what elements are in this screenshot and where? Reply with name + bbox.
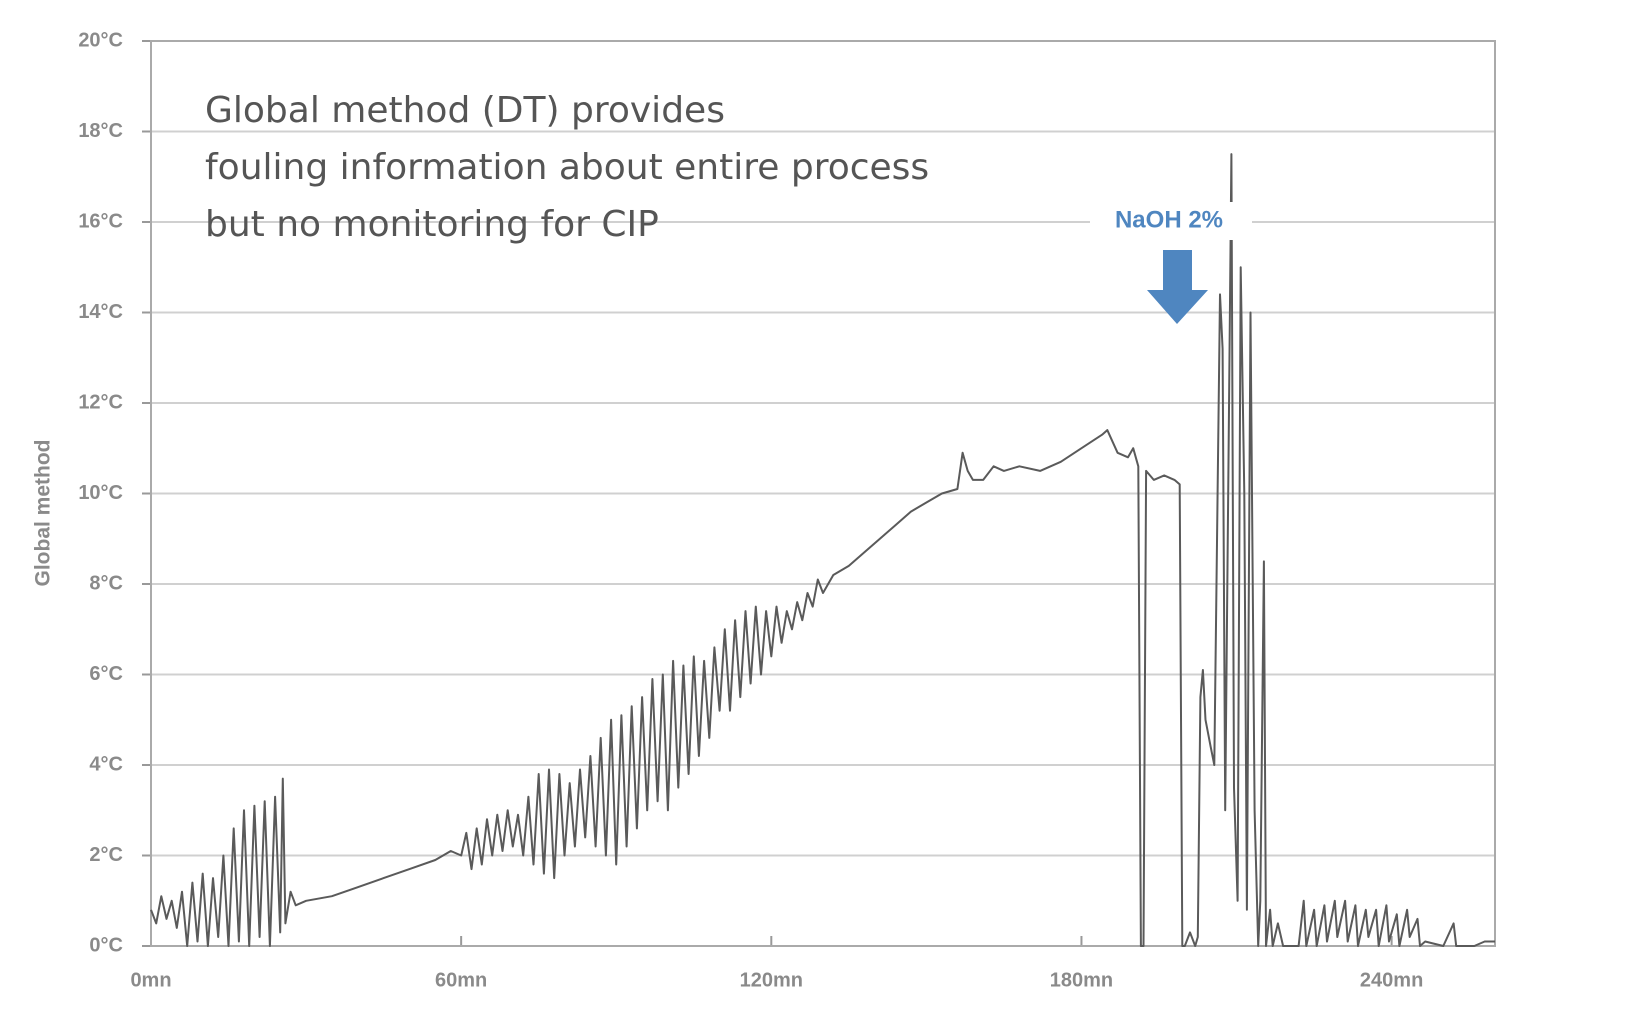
x-tick-label: 0mn	[130, 969, 171, 991]
x-tick-label: 120mn	[740, 969, 803, 991]
y-tick-label: 18°C	[78, 120, 123, 142]
y-tick-label: 8°C	[89, 572, 123, 594]
y-tick-label: 2°C	[89, 844, 123, 866]
plot-frame	[150, 40, 1496, 947]
annotation: fouling information about entire process	[205, 147, 929, 188]
annotation: Global method (DT) provides	[205, 90, 725, 131]
y-axis-label: Global method	[32, 440, 55, 587]
marker-label-bg	[1090, 202, 1252, 240]
data-line	[150, 153, 1495, 947]
y-tick-label: 14°C	[78, 301, 123, 323]
y-tick-label: 6°C	[89, 663, 123, 685]
marker-arrow-shaft	[1163, 250, 1192, 292]
annotation: but no monitoring for CIP	[205, 204, 659, 245]
marker-arrow-head	[1147, 290, 1208, 324]
marker-label: NaOH 2%	[1115, 206, 1223, 233]
y-tick-label: 10°C	[78, 482, 123, 504]
x-tick-label: 180mn	[1050, 969, 1113, 991]
x-tick-label: 60mn	[435, 969, 487, 991]
y-tick-label: 4°C	[89, 753, 123, 775]
y-tick-label: 16°C	[78, 210, 123, 232]
x-tick-label: 240mn	[1360, 969, 1423, 991]
y-tick-label: 20°C	[78, 29, 123, 51]
y-tick-label: 0°C	[89, 934, 123, 956]
y-tick-label: 12°C	[78, 391, 123, 413]
